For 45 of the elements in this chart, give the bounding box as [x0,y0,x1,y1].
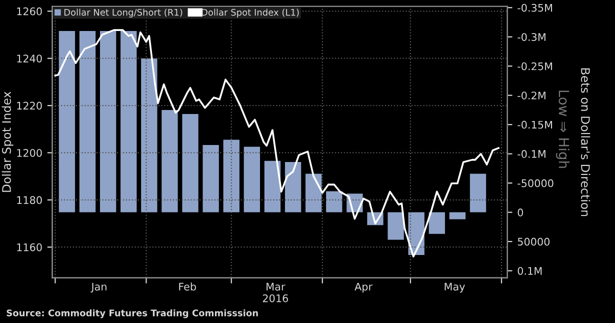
bar [162,110,178,212]
y2-tick-label: 0 [518,208,524,216]
y-tick-label: 1180 [17,196,42,204]
line-series [54,29,500,258]
y-tick-label: 1220 [17,102,42,110]
y2-tick-label: 0.1M [518,266,542,275]
x-tick-label: Apr [354,282,373,293]
source-note: Source: Commodity Futures Trading Commisssion [6,309,258,318]
y2-tick-label: -0.35M [518,4,552,12]
bar [120,31,137,212]
bar [100,31,116,212]
x-tick-label: Mar 2016 [262,282,288,302]
bar [470,174,486,212]
bar [244,146,260,212]
y2-tick-label: 50000 [518,238,550,246]
text: Low ⇒ High [556,90,570,168]
y-tick-label: 1240 [17,54,42,62]
y2-tick-label: -50000 [518,179,554,188]
x-tick-label: Jan [90,282,106,292]
bar [79,31,96,212]
bar [223,140,240,212]
y2-tick-label: -0.15M [518,120,552,129]
bar [428,212,445,234]
legend-label: Dollar Net Long/Short (R1) [64,8,182,18]
y-axis-title: Dollar Spot Index [2,92,14,192]
y2-tick-label: -0.25M [518,62,552,70]
bar [141,58,158,212]
bar [284,162,302,212]
y-tick-label: 1260 [17,7,42,16]
bar [202,145,219,212]
bar [388,212,404,240]
y2-tick-label: -0.3M [518,33,546,41]
x-tick-label: Feb [179,282,196,291]
bar [182,114,198,212]
y2-axis-title: Bets on Dollar's Direction [580,68,590,216]
x-tick-label: May [444,282,465,293]
bar [306,174,322,212]
y-tick-label: 1200 [17,148,42,157]
y-tick-label: 1160 [17,243,42,252]
bar [449,212,466,220]
bar [264,160,281,212]
y2-tick-label: -0.2M [518,92,546,100]
y2-tick-label: -0.1M [518,150,546,158]
bar [58,31,76,212]
bar [326,191,342,212]
